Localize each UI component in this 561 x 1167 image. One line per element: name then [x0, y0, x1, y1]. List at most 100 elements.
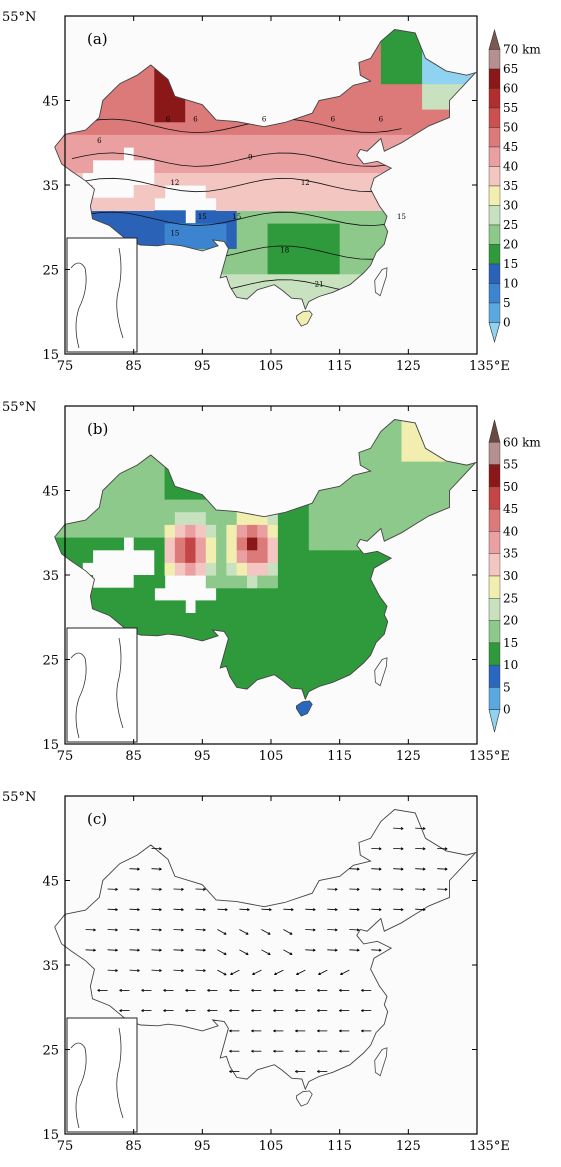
field-cell — [288, 651, 299, 664]
field-cell — [206, 172, 217, 185]
field-cell — [257, 185, 268, 198]
y-tick-label: 55°N — [2, 790, 36, 805]
field-cell — [278, 274, 289, 287]
field-cell — [247, 626, 258, 639]
field-cell — [309, 512, 320, 525]
field-cell — [350, 651, 361, 664]
colorbar-cell — [489, 89, 500, 109]
field-cell — [299, 588, 310, 601]
field-cell — [422, 109, 433, 122]
field-cell — [196, 512, 207, 525]
colorbar-cell — [489, 147, 500, 167]
field-cell — [350, 638, 361, 651]
field-cell — [257, 134, 268, 147]
field-cell — [51, 122, 62, 135]
field-cell — [165, 160, 176, 173]
y-tick-label: 25 — [42, 264, 59, 279]
field-cell — [329, 626, 340, 639]
colorbar-cell — [489, 643, 500, 665]
field-cell — [185, 172, 196, 185]
field-cell — [51, 71, 62, 84]
field-cell — [154, 210, 165, 223]
colorbar-cell — [489, 303, 500, 323]
field-cell — [350, 600, 361, 613]
field-cell — [206, 122, 217, 135]
field-cell — [165, 562, 176, 575]
field-cell — [247, 198, 258, 211]
y-tick-label: 45 — [42, 875, 59, 890]
field-cell — [299, 638, 310, 651]
panel-label: (b) — [87, 420, 108, 438]
field-cell — [278, 172, 289, 185]
field-cell — [134, 499, 145, 512]
field-cell — [381, 436, 392, 449]
contour-label: 21 — [315, 280, 324, 288]
colorbar-cell — [489, 167, 500, 187]
field-cell — [412, 499, 423, 512]
field-cell — [340, 198, 351, 211]
field-cell — [350, 96, 361, 109]
field-cell — [144, 71, 155, 84]
field-cell — [257, 664, 268, 677]
field-cell — [144, 461, 155, 474]
field-cell — [360, 248, 371, 261]
field-cell — [350, 524, 361, 537]
field-cell — [278, 550, 289, 563]
field-cell — [360, 172, 371, 185]
colorbar-tick-label: 25 — [503, 591, 518, 605]
field-cell — [309, 198, 320, 211]
field-cell — [371, 210, 382, 223]
colorbar-cell — [489, 665, 500, 687]
field-cell — [165, 134, 176, 147]
field-cell — [134, 210, 145, 223]
field-cell — [216, 147, 227, 160]
colorbar-tick-label: 55 — [503, 458, 518, 472]
wind-vector-line — [130, 950, 140, 951]
field-cell — [371, 486, 382, 499]
field-cell — [422, 499, 433, 512]
field-cell — [154, 512, 165, 525]
colorbar-cell — [489, 69, 500, 89]
field-cell — [391, 71, 402, 84]
field-cell — [268, 134, 279, 147]
field-cell — [134, 134, 145, 147]
field-cell — [391, 448, 402, 461]
field-cell — [144, 588, 155, 601]
field-cell — [144, 537, 155, 550]
field-cell — [299, 286, 310, 299]
field-cell — [134, 524, 145, 537]
field-cell — [412, 448, 423, 461]
field-cell — [309, 626, 320, 639]
field-cell — [257, 562, 268, 575]
colorbar-cell — [489, 284, 500, 304]
field-cell — [237, 248, 248, 261]
field-cell — [329, 588, 340, 601]
field-cell — [206, 613, 217, 626]
contour-label: 15 — [198, 213, 207, 221]
field-cell — [237, 626, 248, 639]
colorbar-cell — [489, 245, 500, 265]
field-cell — [329, 512, 340, 525]
field-cell — [154, 134, 165, 147]
field-cell — [247, 664, 258, 677]
field-cell — [299, 676, 310, 689]
field-cell — [257, 537, 268, 550]
field-cell — [371, 474, 382, 487]
field-cell — [113, 600, 124, 613]
field-cell — [237, 198, 248, 211]
field-cell — [216, 185, 227, 198]
field-cell — [113, 512, 124, 525]
field-cell — [299, 664, 310, 677]
field-cell — [51, 448, 62, 461]
field-cell — [165, 512, 176, 525]
south-china-sea-inset — [67, 1018, 137, 1132]
field-cell — [319, 261, 330, 274]
field-cell — [371, 461, 382, 474]
field-cell — [443, 474, 454, 487]
colorbar-tick-label: 10 — [503, 658, 518, 672]
colorbar-cell — [489, 264, 500, 284]
field-cell — [412, 96, 423, 109]
field-cell — [154, 600, 165, 613]
